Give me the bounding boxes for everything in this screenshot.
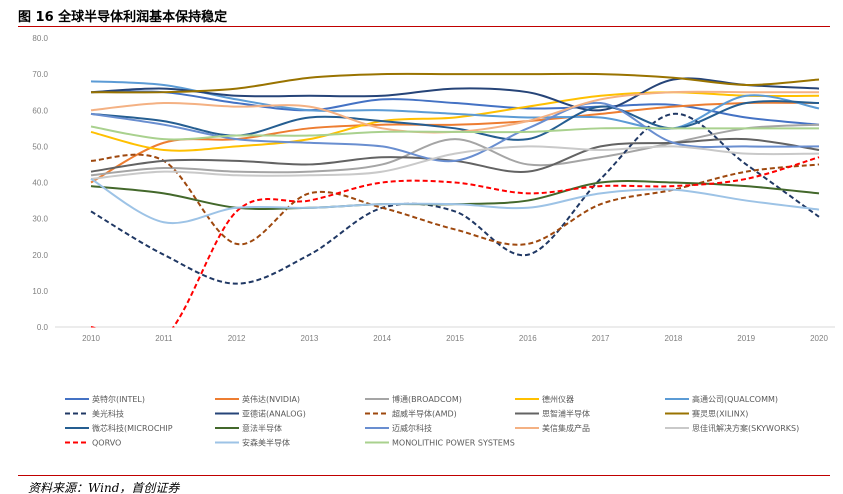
y-tick-label: 80.0: [32, 34, 48, 43]
x-tick-label: 2018: [665, 334, 683, 343]
legend-label: 意法半导体: [242, 423, 282, 433]
y-tick-label: 30.0: [32, 215, 48, 224]
legend-label: 思智浦半导体: [542, 409, 590, 419]
series-line: [90, 125, 819, 141]
source-divider: [18, 475, 830, 476]
series-line: [90, 101, 820, 184]
x-tick-label: 2015: [446, 334, 464, 343]
series-line: [90, 123, 820, 177]
series-line: [90, 77, 820, 112]
legend-label: 高通公司(QUALCOMM): [692, 394, 778, 404]
y-tick-label: 0.0: [37, 323, 49, 332]
series-line: [90, 156, 820, 328]
series-line: [90, 100, 820, 141]
legend-label: 赛灵思(XILINX): [692, 409, 748, 419]
x-tick-label: 2011: [155, 334, 173, 343]
series-line: [90, 80, 820, 130]
x-tick-label: 2016: [519, 334, 537, 343]
series-line: [90, 153, 820, 246]
x-tick-label: 2017: [592, 334, 610, 343]
y-tick-label: 70.0: [32, 70, 48, 79]
series-line: [90, 178, 820, 225]
legend-label: 思佳讯解决方案(SKYWORKS): [692, 423, 799, 433]
x-tick-label: 2013: [301, 334, 319, 343]
legend-label: MONOLITHIC POWER SYSTEMS: [392, 439, 515, 448]
x-tick-label: 2014: [373, 334, 391, 343]
x-tick-label: 2019: [737, 334, 755, 343]
legend-label: 微芯科技(MICROCHIP: [92, 423, 173, 433]
legend-label: 美光科技: [92, 409, 124, 419]
legend-label: 德州仪器: [542, 394, 574, 404]
x-tick-label: 2012: [228, 334, 246, 343]
series-line: [90, 137, 820, 174]
legend-label: QORVO: [92, 439, 121, 448]
series-line: [90, 145, 820, 180]
y-tick-label: 40.0: [32, 179, 48, 188]
legend-label: 博通(BROADCOM): [392, 394, 462, 404]
x-tick-label: 2010: [82, 334, 100, 343]
legend-label: 亚德诺(ANALOG): [242, 409, 306, 419]
legend-label: 安森美半导体: [242, 438, 290, 448]
series-line: [90, 90, 820, 126]
y-tick-label: 50.0: [32, 142, 48, 151]
figure-title: 图 16 全球半导体利润基本保持稳定: [18, 10, 228, 25]
legend-label: 超威半导体(AMD): [392, 409, 457, 419]
series-line: [90, 72, 820, 94]
title-divider: [18, 26, 830, 27]
x-tick-label: 2020: [810, 334, 828, 343]
series-line: [90, 112, 820, 285]
source-note: 资料来源：Wind，首创证券: [28, 481, 180, 494]
legend-label: 美信集成产品: [542, 423, 590, 433]
y-tick-label: 10.0: [32, 287, 48, 296]
legend-label: 英伟达(NVIDIA): [242, 394, 300, 404]
series-line: [90, 91, 820, 152]
y-tick-label: 20.0: [32, 251, 48, 260]
legend-label: 英特尔(INTEL): [92, 394, 145, 404]
legend-label: 迈威尔科技: [392, 423, 432, 433]
y-tick-label: 60.0: [32, 106, 48, 115]
